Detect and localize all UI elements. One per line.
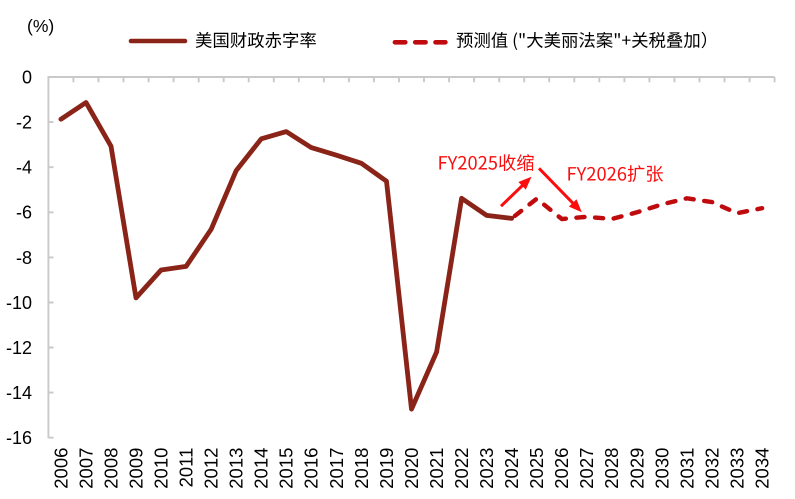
svg-text:2024: 2024: [501, 448, 522, 489]
svg-text:2019: 2019: [376, 448, 397, 489]
svg-text:2022: 2022: [451, 448, 472, 489]
svg-text:2017: 2017: [326, 448, 347, 489]
svg-text:2032: 2032: [701, 448, 722, 489]
svg-text:2033: 2033: [727, 448, 748, 489]
svg-text:2026: 2026: [551, 448, 572, 489]
svg-text:-6: -6: [16, 203, 32, 223]
svg-text:-2: -2: [16, 113, 32, 133]
svg-text:2027: 2027: [576, 448, 597, 489]
svg-text:2011: 2011: [176, 448, 197, 488]
svg-text:2015: 2015: [276, 448, 297, 489]
svg-text:-10: -10: [6, 293, 32, 313]
svg-text:2029: 2029: [626, 448, 647, 489]
svg-text:-8: -8: [16, 248, 32, 268]
svg-text:2031: 2031: [676, 448, 697, 489]
svg-text:-4: -4: [16, 158, 32, 178]
svg-text:2021: 2021: [426, 448, 447, 489]
svg-text:2008: 2008: [100, 448, 121, 489]
svg-text:2016: 2016: [301, 448, 322, 489]
svg-text:-14: -14: [6, 383, 32, 403]
svg-text:2034: 2034: [752, 448, 773, 489]
svg-text:2013: 2013: [226, 448, 247, 489]
svg-text:2007: 2007: [75, 448, 96, 489]
svg-text:2010: 2010: [151, 448, 172, 489]
svg-text:2006: 2006: [50, 448, 71, 489]
svg-text:2028: 2028: [601, 448, 622, 489]
svg-text:2020: 2020: [401, 448, 422, 489]
svg-text:2012: 2012: [201, 448, 222, 489]
svg-text:2030: 2030: [651, 448, 672, 489]
svg-text:2023: 2023: [476, 448, 497, 489]
svg-text:(%): (%): [27, 16, 54, 36]
svg-text:2014: 2014: [251, 448, 272, 489]
svg-text:-16: -16: [6, 428, 32, 448]
svg-text:0: 0: [22, 67, 32, 87]
svg-text:2025: 2025: [526, 448, 547, 489]
svg-text:2009: 2009: [125, 448, 146, 489]
svg-text:2018: 2018: [351, 448, 372, 489]
svg-text:-12: -12: [6, 338, 32, 358]
